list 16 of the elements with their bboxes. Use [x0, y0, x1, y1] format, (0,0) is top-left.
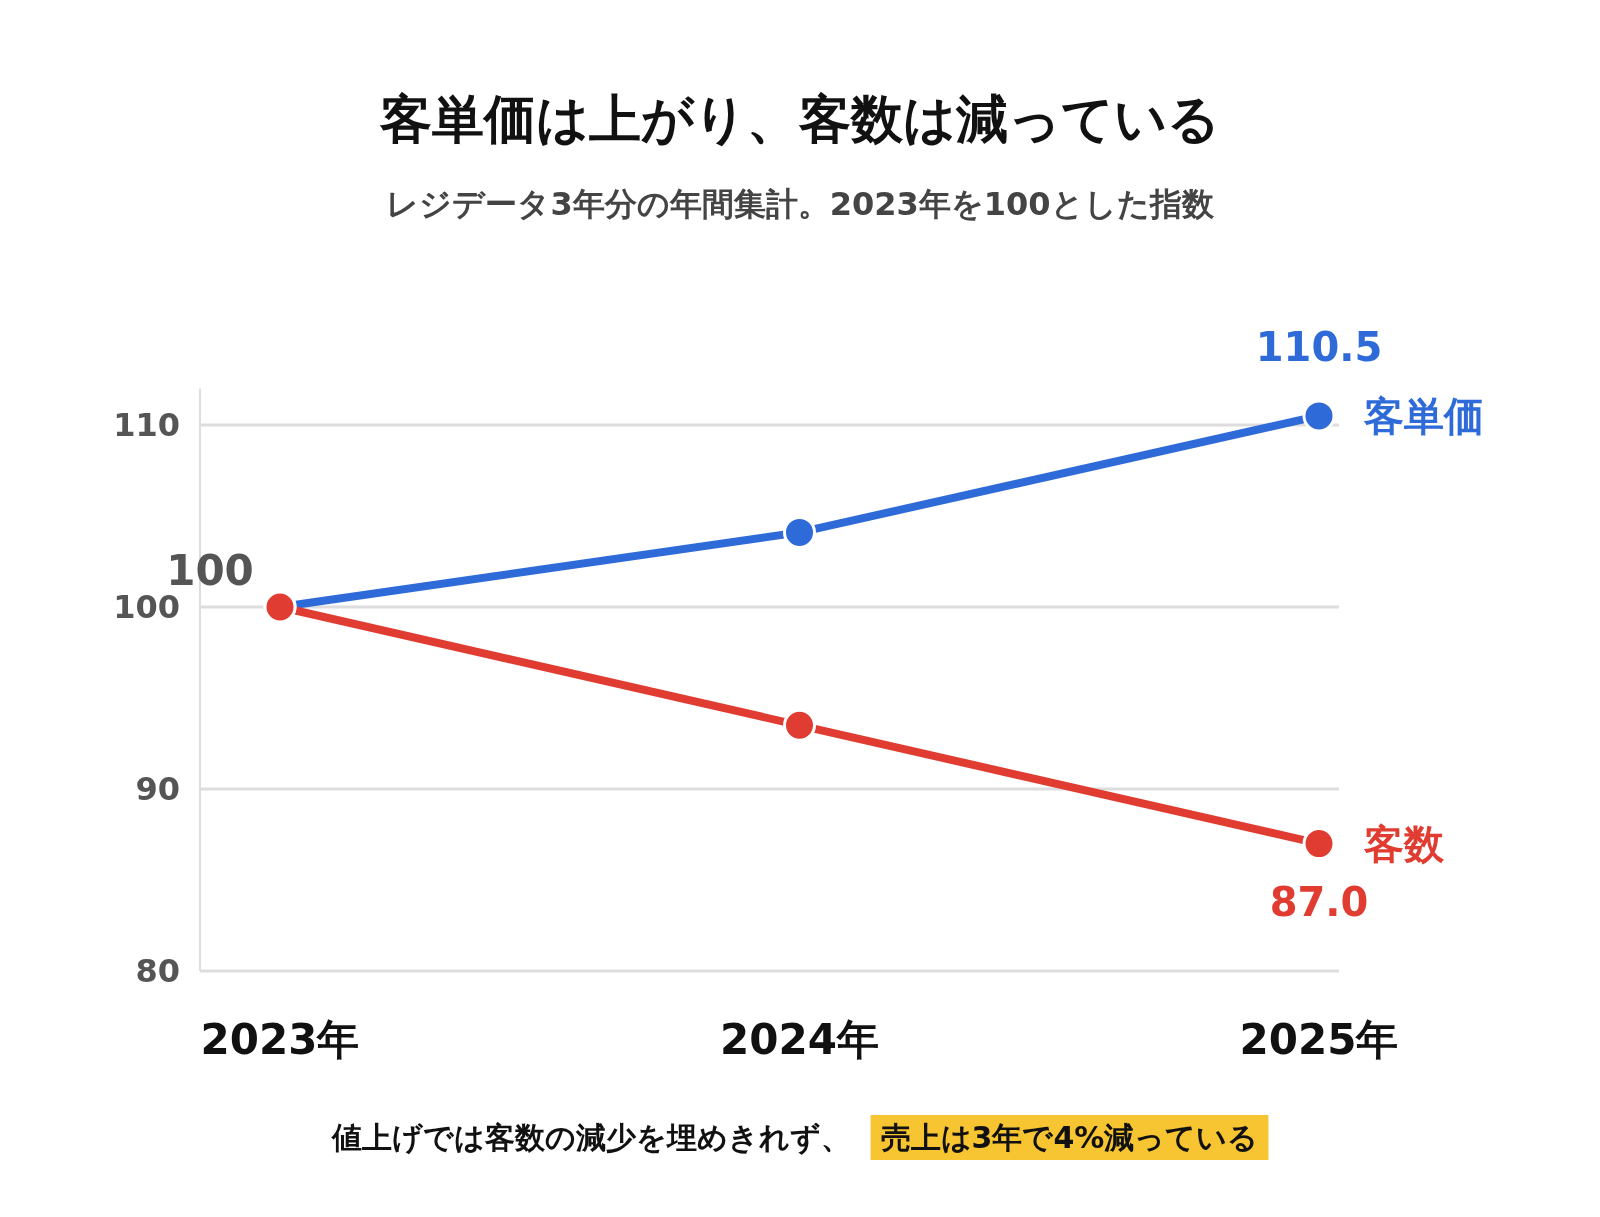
- point: [1302, 399, 1336, 433]
- y-tick-label: 90: [135, 770, 180, 808]
- y-tick-label: 110: [113, 406, 180, 444]
- series-label: 客単価: [1363, 392, 1484, 439]
- x-tick-label: 2024年: [720, 1015, 879, 1064]
- chart-title: 客単価は上がり、客数は減っている: [379, 89, 1220, 149]
- text: 売上は3年で4%減っている: [880, 1120, 1259, 1155]
- chart-subtitle: レジデータ3年分の年間集計。2023年を100とした指数: [386, 185, 1215, 223]
- data-label: 110.5: [1255, 323, 1383, 370]
- x-tick-label: 2025年: [1239, 1015, 1399, 1064]
- data-label: 87.0: [1269, 878, 1369, 925]
- x-tick-label: 2023年: [200, 1015, 360, 1064]
- y-tick-label: 80: [135, 952, 180, 990]
- text: 値上げでは客数の減少を埋めきれず、: [330, 1120, 851, 1155]
- series-label: 客数: [1363, 820, 1445, 867]
- point: [783, 708, 816, 742]
